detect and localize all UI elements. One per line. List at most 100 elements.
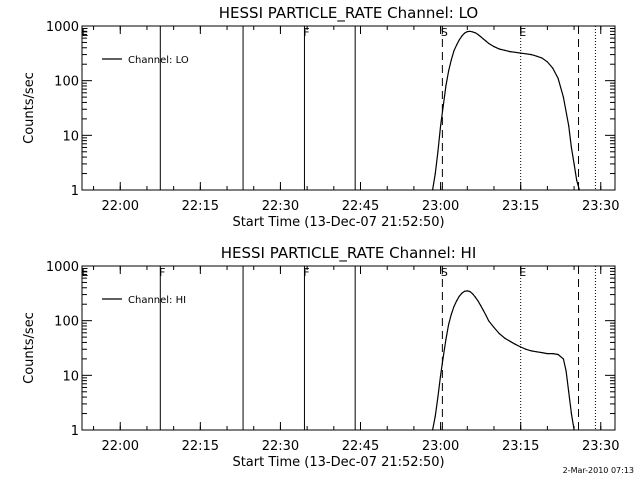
chart2-data-point [458, 295, 460, 297]
chart1-data-point [442, 105, 444, 107]
chart1-data-point [493, 46, 495, 48]
chart1-data-point [509, 51, 511, 53]
chart2-data-point [456, 300, 458, 302]
chart1-x-tick-label: 22:15 [182, 199, 219, 214]
chart1-data-point [568, 125, 570, 127]
chart2-data-point [464, 290, 466, 292]
chart2-data-point [466, 290, 468, 292]
chart2-x-tick-label: 22:00 [102, 439, 139, 454]
chart1-data-point [514, 51, 516, 53]
chart1-data-point [488, 42, 490, 45]
chart2-data-point [445, 339, 447, 341]
chart1-y-axis-label: Counts/sec [22, 72, 37, 144]
chart1-data-point [504, 49, 506, 51]
chart2-data-point [472, 293, 474, 295]
chart2-data-point [437, 396, 439, 398]
chart2-data-point [573, 429, 575, 431]
chart2-y-tick-label: 100 [54, 315, 79, 330]
chart1-data-point [578, 189, 581, 191]
chart2-marker-label: F [159, 266, 165, 279]
chart1-data-point [461, 35, 463, 37]
chart1-y-tick-label: 100 [54, 75, 79, 90]
chart2-data-point [469, 291, 471, 293]
chart1-series-line [432, 30, 580, 191]
chart1-data-point [482, 38, 484, 40]
chart2-x-tick-label: 22:30 [262, 439, 299, 454]
chart2-data-point [509, 340, 511, 342]
chart2-plot-frame [81, 265, 616, 431]
chart1-data-point [434, 172, 436, 175]
chart1-y-tick-label: 1000 [46, 20, 79, 35]
chart1-data-point [448, 70, 450, 72]
chart1-data-point [480, 36, 482, 38]
chart2-data-point [493, 326, 495, 329]
chart2-marker-label: F [303, 266, 309, 279]
chart2-data-point [477, 300, 479, 302]
chart1-data-point [498, 48, 500, 50]
chart1-data-point [573, 163, 575, 165]
chart2-x-tick-label: 22:45 [342, 439, 379, 454]
chart2-marker-label: S [441, 266, 448, 279]
chart2-data-point [525, 348, 527, 350]
chart1-corner-label: E [82, 26, 89, 39]
chart2-corner-label: E [82, 266, 89, 279]
chart2-data-point [552, 353, 554, 355]
chart2-legend-label: Channel: HI [128, 295, 186, 306]
chart2-data-point [565, 370, 567, 372]
chart1-y-tick-label: 1 [71, 184, 79, 199]
chart2-title: HESSI PARTICLE_RATE Channel: HI [221, 244, 477, 263]
chart2-data-point [450, 313, 452, 315]
chart2-y-axis-label: Counts/sec [22, 312, 37, 384]
chart2-data-point [530, 350, 533, 352]
chart2-data-point [474, 296, 476, 298]
chart2-data-point [498, 333, 500, 335]
chart1-x-tick-label: 22:00 [102, 199, 139, 214]
chart1-data-point [472, 31, 474, 33]
chart1-data-point [440, 125, 442, 127]
chart2-x-tick-label: 23:15 [502, 439, 539, 454]
chart1-data-point [469, 30, 471, 32]
chart1-data-point [432, 189, 434, 191]
chart2-data-point [440, 374, 442, 376]
chart1-data-point [557, 77, 559, 79]
chart2-data-point [453, 306, 455, 308]
chart2-data-point [482, 309, 484, 311]
chart1-data-point [453, 50, 455, 52]
chart2-data-point [514, 343, 516, 345]
chart2-data-point [504, 337, 506, 339]
chart1-marker-label: E [519, 26, 526, 39]
chart2-y-tick-label: 1 [71, 424, 79, 439]
chart2-data-point [536, 351, 538, 353]
chart1-y-tick-label: 10 [62, 129, 79, 144]
chart1-x-axis-label: Start Time (13-Dec-07 21:52:50) [232, 215, 444, 230]
chart2-y-tick-label: 1000 [46, 260, 79, 275]
chart1-data-point [562, 96, 565, 98]
chart2-data-point [562, 358, 565, 360]
chart1-x-tick-label: 23:15 [502, 199, 539, 214]
chart1-data-point [525, 53, 527, 55]
chart1-plot-frame [81, 25, 616, 191]
chart1-data-point [485, 40, 487, 42]
chart1-data-point [520, 52, 522, 54]
chart2-x-tick-label: 23:30 [582, 439, 619, 454]
chart2-x-axis-label: Start Time (13-Dec-07 21:52:50) [232, 455, 444, 470]
chart2-data-point [432, 429, 434, 431]
chart2-data-point [546, 353, 549, 355]
chart1-data-point [458, 39, 460, 41]
chart1-x-tick-label: 22:30 [262, 199, 299, 214]
chart2-data-point [541, 352, 543, 354]
chart2-y-tick-label: 10 [62, 369, 79, 384]
plot-timestamp: 2-Mar-2010 07:13 [562, 466, 634, 475]
chart1-data-point [456, 44, 458, 46]
chart2-data-point [448, 323, 450, 326]
chart2-data-point [461, 292, 463, 294]
chart2-data-point [570, 412, 573, 415]
chart2-data-point [488, 320, 490, 322]
chart1-legend-label: Channel: LO [128, 55, 189, 66]
chart1-data-point [474, 32, 476, 34]
chart1-data-point [445, 85, 447, 87]
chart1-x-tick-label: 23:00 [422, 199, 459, 214]
chart1-data-point [546, 61, 549, 63]
chart1-data-point [466, 31, 468, 33]
chart1-title: HESSI PARTICLE_RATE Channel: LO [219, 4, 478, 23]
